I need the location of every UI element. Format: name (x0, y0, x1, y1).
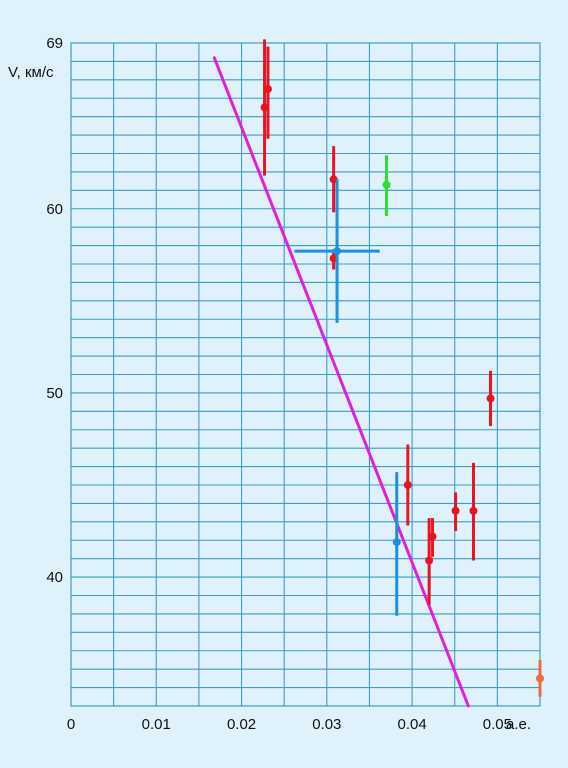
x-tick-label: 0.01 (142, 716, 171, 733)
y-tick-label: 60 (46, 201, 63, 218)
data-point (428, 532, 437, 541)
x-tick-label: 0.05 (483, 716, 512, 733)
fit-line (212, 56, 470, 708)
x-tick-label: 0.02 (227, 716, 256, 733)
data-point (403, 481, 412, 489)
data-point (392, 538, 401, 547)
tick-labels: 0 0.01 0.02 0.03 0.04 0.05 40 50 60 69 (46, 35, 512, 733)
data-point (469, 506, 478, 515)
data-point (425, 556, 434, 565)
y-tick-label: 69 (46, 35, 63, 52)
y-tick-label: 50 (46, 385, 63, 402)
fit-line-group (212, 56, 470, 708)
data-point (451, 506, 460, 515)
x-tick-label: 0.03 (312, 716, 341, 733)
data-point (382, 180, 391, 189)
y-axis-label: V, км/с (8, 64, 54, 81)
data-point (486, 394, 495, 403)
data-point (333, 247, 342, 256)
data-point (536, 674, 544, 683)
data-points (260, 39, 544, 697)
x-axis-label: а.е. (506, 716, 531, 733)
x-tick-label: 0 (67, 716, 75, 733)
y-tick-label: 40 (46, 569, 63, 586)
x-tick-label: 0.04 (397, 716, 426, 733)
chart-grid (70, 42, 541, 707)
data-point (263, 85, 272, 94)
